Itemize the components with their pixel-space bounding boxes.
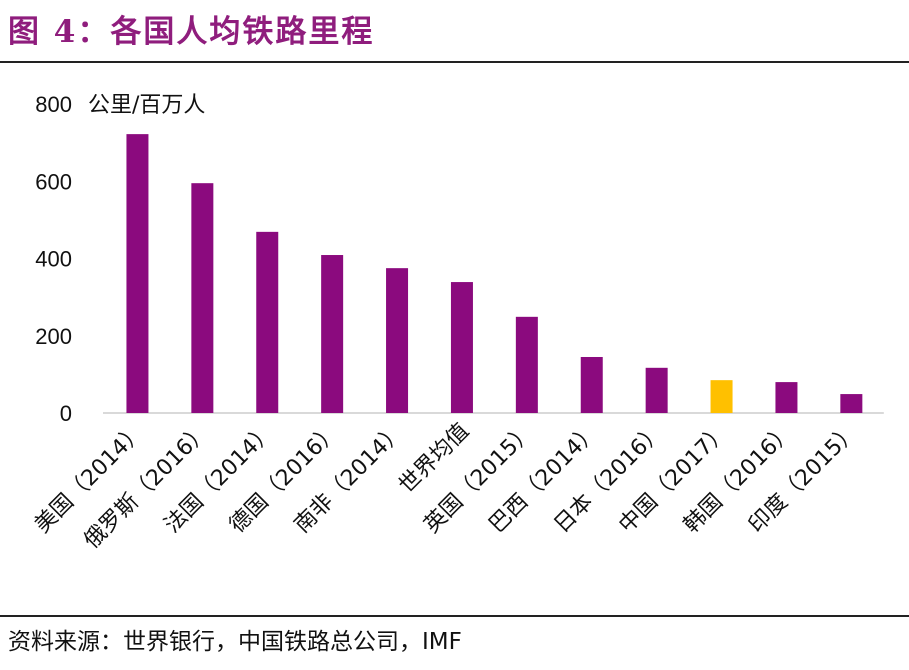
bar [775, 382, 798, 413]
bar [710, 380, 733, 413]
bar [515, 316, 538, 413]
bar [321, 255, 344, 413]
bar [191, 183, 214, 413]
y-axis-label: 公里/百万人 [88, 93, 205, 118]
bar [645, 367, 668, 413]
bar [840, 394, 863, 413]
y-tick-label: 200 [35, 324, 72, 349]
x-tick-label: 美国（2014） [30, 419, 150, 539]
bar [126, 134, 149, 413]
bar [450, 282, 473, 413]
chart-title: 图 4：各国人均铁路里程 [8, 14, 375, 50]
y-tick-label: 400 [35, 247, 72, 272]
bottom-divider [0, 615, 909, 617]
source-note: 资料来源：世界银行，中国铁路总公司，IMF [8, 629, 462, 655]
y-tick-label: 600 [35, 169, 72, 194]
bar [580, 356, 603, 413]
top-divider [0, 61, 909, 63]
y-tick-label: 0 [60, 401, 72, 426]
bar [386, 268, 409, 413]
y-tick-label: 800 [35, 92, 72, 117]
bar [256, 231, 279, 413]
